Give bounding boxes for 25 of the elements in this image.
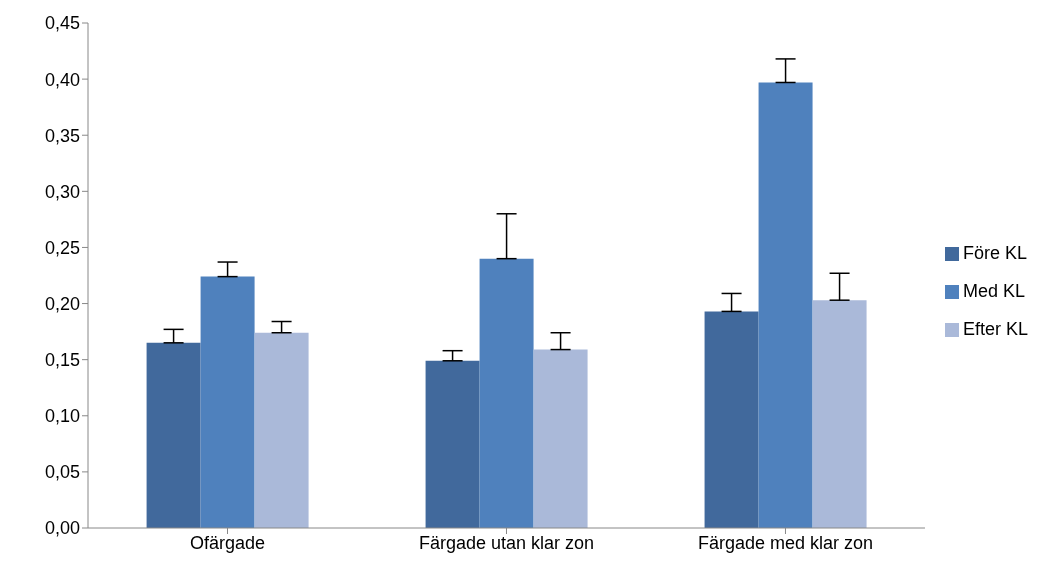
bar xyxy=(704,311,759,528)
y-tick-label: 0,05 xyxy=(44,462,80,483)
bar xyxy=(200,276,255,528)
x-tick-label: Färgade utan klar zon xyxy=(418,532,595,553)
y-tick-label: 0,15 xyxy=(44,350,80,371)
y-tick-label: 0,10 xyxy=(44,406,80,427)
legend-label: Efter KL xyxy=(962,318,1028,339)
y-tick-label: 0,40 xyxy=(44,69,80,90)
y-tick-label: 0,20 xyxy=(44,293,80,314)
legend-label: Med KL xyxy=(962,280,1026,301)
y-tick-label: 0,35 xyxy=(44,125,80,146)
x-tick-label: Färgade med klar zon xyxy=(697,532,874,553)
y-tick-label: 0,25 xyxy=(44,237,80,258)
bar xyxy=(533,349,588,528)
y-tick-label: 0,45 xyxy=(44,13,80,34)
bar xyxy=(758,82,813,528)
y-tick-label: 0,30 xyxy=(44,181,80,202)
bar xyxy=(425,360,480,528)
bar xyxy=(479,258,534,528)
y-tick-label: 0,00 xyxy=(44,518,80,539)
bar xyxy=(146,342,201,528)
bar xyxy=(254,332,309,528)
legend-label: Före KL xyxy=(962,242,1027,263)
bar xyxy=(812,300,867,528)
x-tick-label: Ofärgade xyxy=(189,532,266,553)
